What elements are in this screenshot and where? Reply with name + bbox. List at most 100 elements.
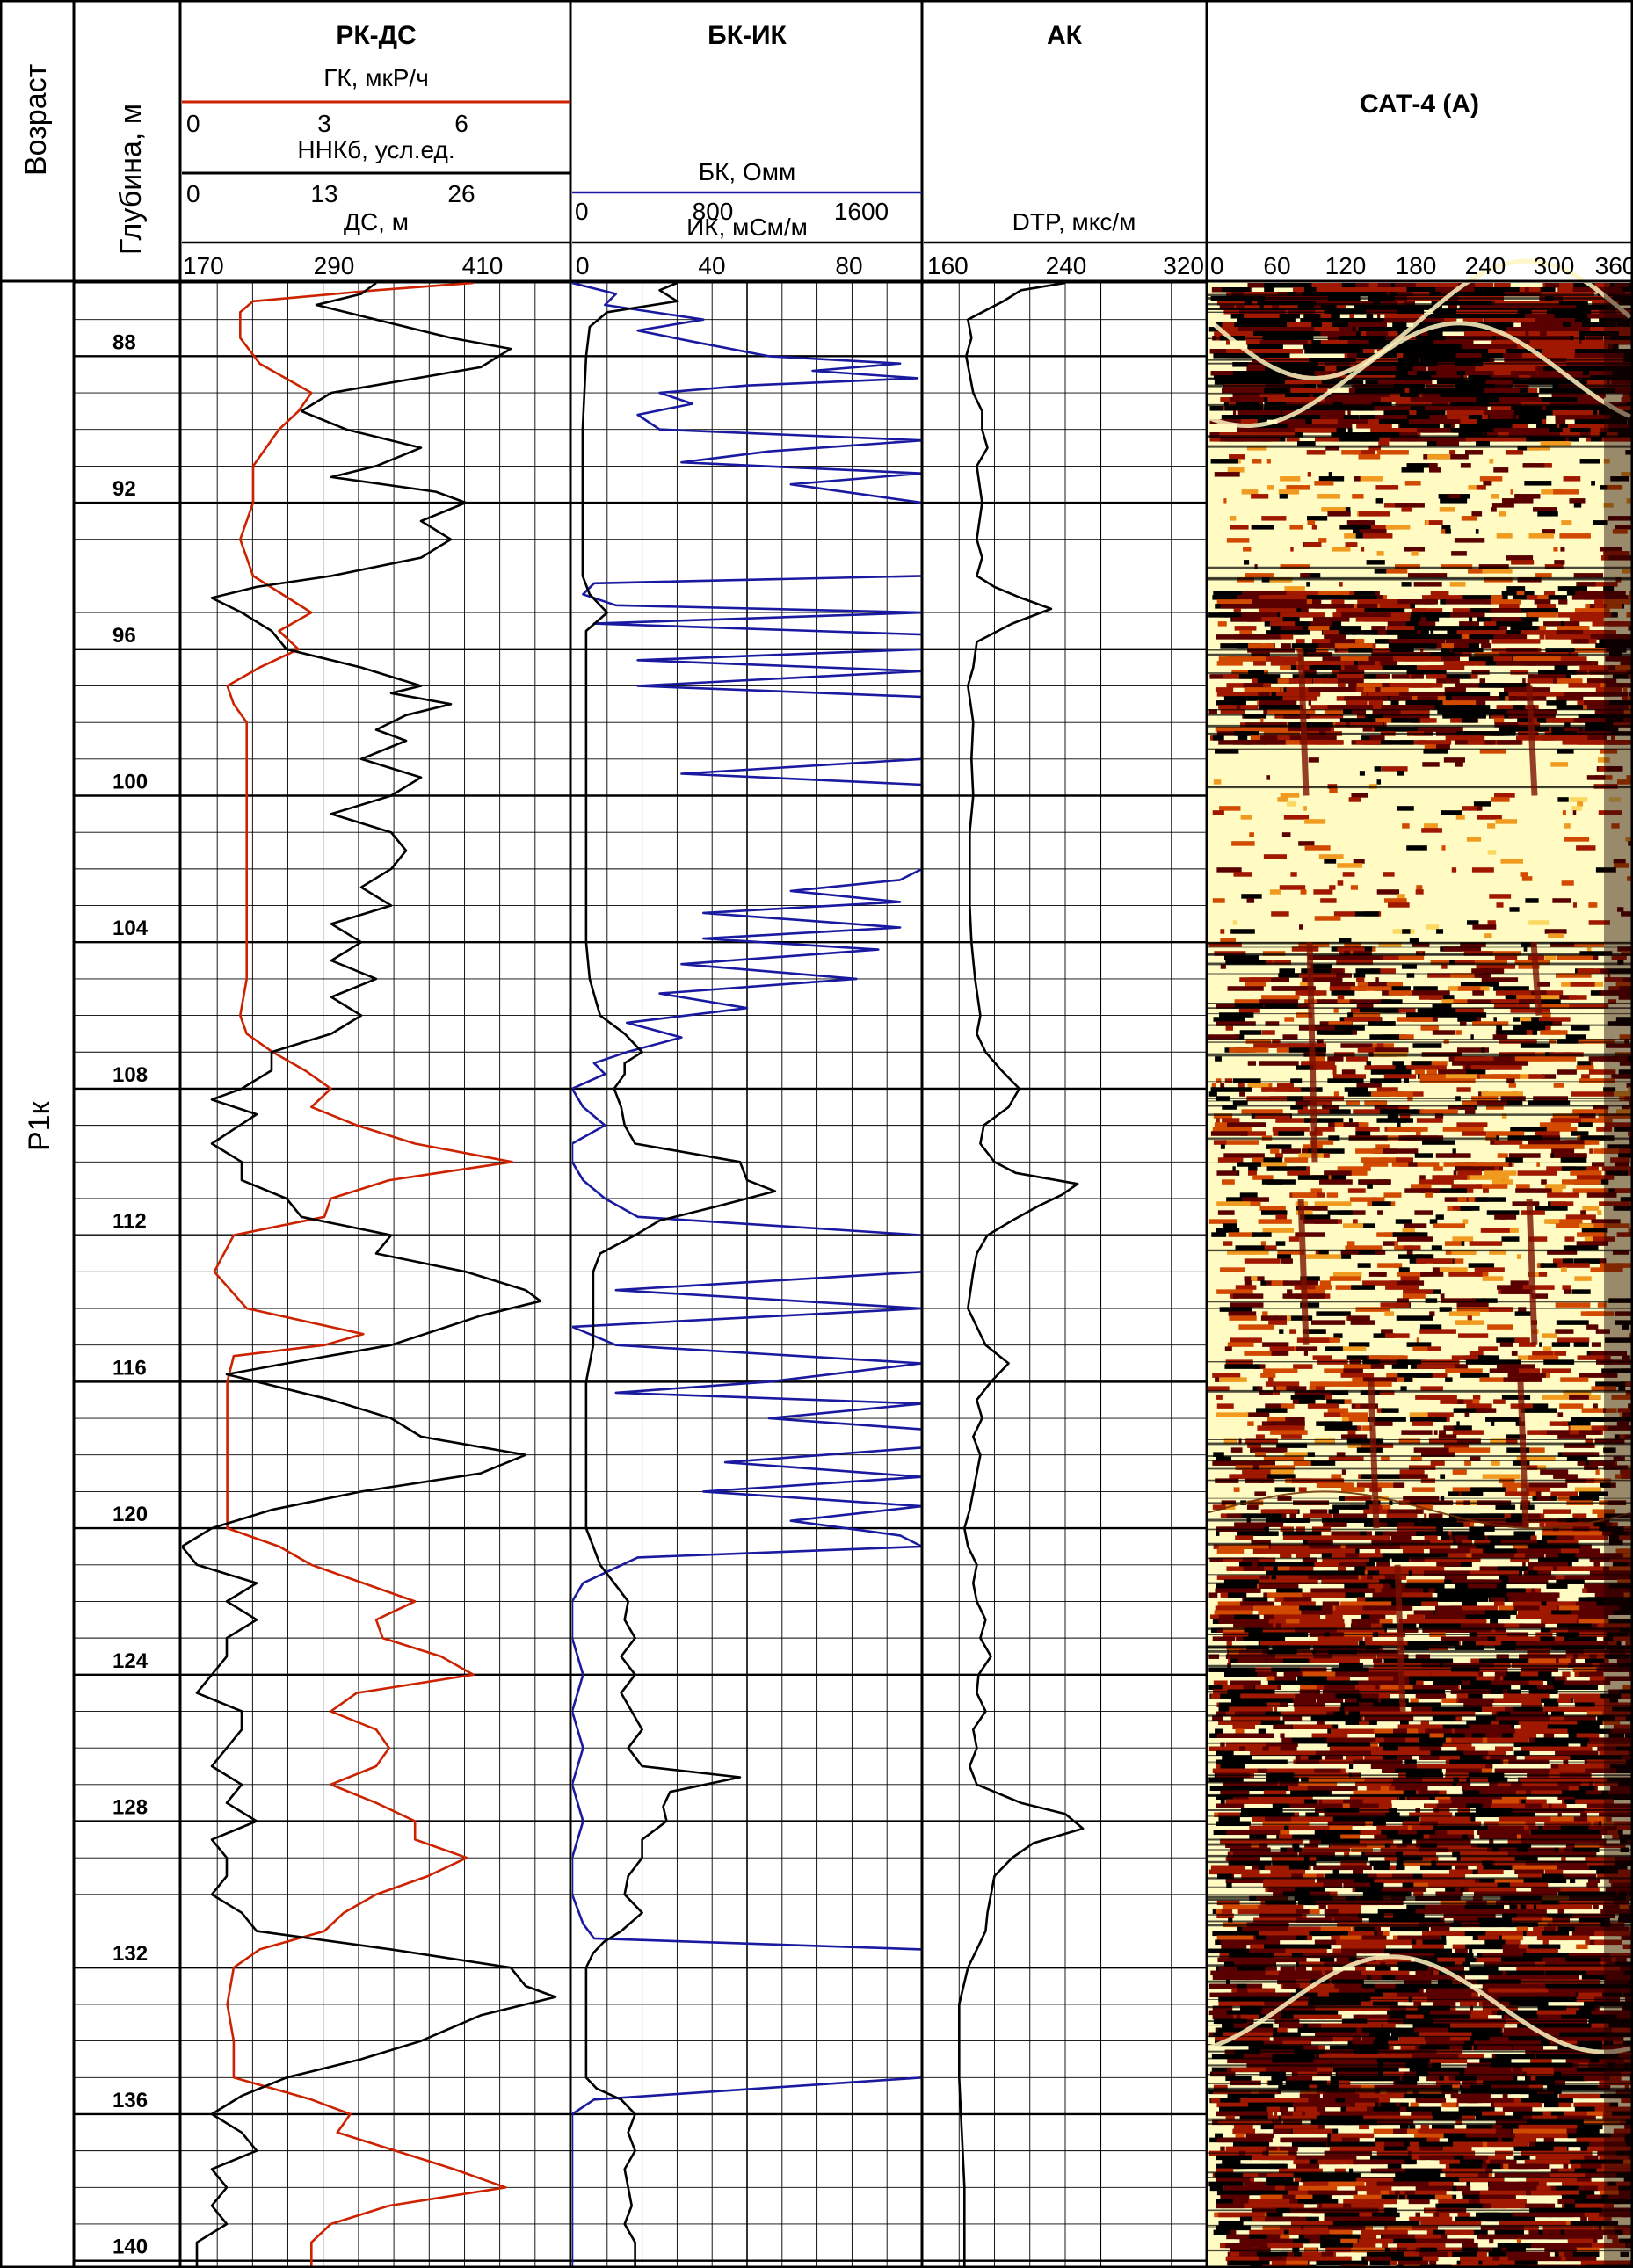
image-pixel-cluster <box>1520 1671 1539 1677</box>
image-pixel-cluster <box>1383 1531 1403 1536</box>
image-pixel-cluster <box>1216 1096 1230 1101</box>
image-pixel-cluster <box>1479 678 1486 684</box>
image-pixel-cluster <box>1337 995 1345 1000</box>
image-pixel-cluster <box>1622 1412 1633 1417</box>
image-pixel-cluster <box>1624 1039 1630 1044</box>
image-pixel-cluster <box>1500 1214 1506 1220</box>
image-pixel-cluster <box>1398 1254 1423 1259</box>
image-pixel-cluster <box>1218 1627 1270 1633</box>
image-pixel-cluster <box>1369 1614 1386 1619</box>
image-pixel-cluster <box>1352 327 1356 332</box>
image-pixel-cluster <box>1294 428 1337 433</box>
image-pixel-cluster <box>1628 1201 1633 1206</box>
image-pixel-cluster <box>1316 1623 1346 1628</box>
image-pixel-cluster <box>1469 617 1473 622</box>
image-pixel-cluster <box>1259 1162 1287 1167</box>
image-pixel-cluster <box>1622 1553 1633 1558</box>
image-pixel-cluster <box>1577 1061 1591 1066</box>
image-pixel-cluster <box>1547 1030 1561 1035</box>
image-pixel-cluster <box>1606 415 1633 420</box>
image-pixel-cluster <box>1581 1074 1590 1079</box>
image-pixel-cluster <box>1266 1676 1275 1681</box>
image-pixel-cluster <box>1296 1065 1317 1070</box>
image-pixel-cluster <box>1397 1298 1409 1303</box>
image-pixel-cluster <box>1503 1377 1542 1382</box>
image-pixel-cluster <box>1323 1153 1330 1158</box>
image-pixel-cluster <box>1493 986 1529 991</box>
image-pixel-cluster <box>1314 1201 1352 1206</box>
image-pixel-cluster <box>1273 1386 1300 1391</box>
image-pixel-cluster <box>1497 683 1527 688</box>
image-pixel-cluster <box>1308 1575 1359 1580</box>
image-pixel-cluster <box>1390 696 1413 701</box>
image-pixel-cluster <box>1321 1605 1333 1611</box>
image-pixel-cluster <box>1215 1605 1254 1611</box>
image-pixel-cluster <box>1348 797 1361 802</box>
image-pixel-cluster <box>1628 674 1633 679</box>
image-pixel-cluster <box>1456 1302 1489 1308</box>
image-pixel-cluster <box>1273 960 1291 965</box>
image-pixel-cluster <box>1333 911 1356 917</box>
image-pixel-cluster <box>1574 1702 1611 1707</box>
image-pixel-cluster <box>1356 604 1392 609</box>
image-pixel-cluster <box>1477 1184 1508 1189</box>
image-pixel-cluster <box>1359 1179 1391 1185</box>
image-pixel-cluster <box>1324 709 1346 714</box>
image-pixel-cluster <box>1508 1597 1558 1602</box>
image-pixel-cluster <box>1450 973 1485 978</box>
image-pixel-cluster <box>1245 1438 1279 1444</box>
image-pixel-cluster <box>1555 1329 1574 1334</box>
image-pixel-cluster <box>1473 709 1512 714</box>
image-pixel-cluster <box>1387 1113 1399 1119</box>
image-pixel-cluster <box>1585 1553 1633 1558</box>
image-pixel-cluster <box>1313 1065 1337 1070</box>
image-pixel-cluster <box>1213 779 1222 785</box>
image-pixel-cluster <box>1576 1175 1615 1180</box>
image-pixel-cluster <box>1216 1289 1253 1294</box>
image-pixel-cluster <box>1590 634 1627 640</box>
image-pixel-cluster <box>1344 1553 1359 1558</box>
image-pixel-cluster <box>1441 1698 1456 1703</box>
image-pixel-cluster <box>1351 793 1368 798</box>
image-pixel-cluster <box>1324 1170 1352 1176</box>
image-pixel-cluster <box>1346 287 1388 293</box>
image-pixel-cluster <box>1424 1614 1466 1619</box>
image-pixel-cluster <box>1346 1100 1360 1105</box>
image-pixel-cluster <box>1551 1342 1571 1347</box>
image-pixel-cluster <box>1412 1043 1442 1048</box>
image-pixel-cluster <box>1494 1140 1523 1145</box>
image-pixel-cluster <box>1356 1447 1383 1453</box>
image-pixel-cluster <box>1413 1531 1449 1536</box>
image-pixel-cluster <box>1280 665 1291 670</box>
image-pixel-cluster <box>1532 718 1574 723</box>
image-pixel-cluster <box>1615 1162 1629 1167</box>
image-pixel-cluster <box>1355 380 1364 385</box>
image-pixel-cluster <box>1265 1021 1280 1026</box>
image-pixel-cluster <box>1428 665 1465 670</box>
image-pixel-cluster <box>1336 305 1346 310</box>
image-pixel-cluster <box>1537 1685 1554 1690</box>
image-pixel-cluster <box>1260 718 1264 723</box>
image-pixel-cluster <box>1312 617 1350 622</box>
image-pixel-cluster <box>1529 595 1568 600</box>
image-pixel-cluster <box>1239 612 1291 618</box>
image-pixel-cluster <box>1261 995 1300 1000</box>
image-pixel-cluster <box>1401 1430 1433 1435</box>
image-pixel-cluster <box>1542 1012 1551 1018</box>
image-pixel-cluster <box>1375 1685 1379 1690</box>
image-pixel-cluster <box>1280 793 1300 798</box>
image-pixel-cluster <box>1494 955 1518 960</box>
image-pixel-cluster <box>1576 845 1596 851</box>
image-pixel-cluster <box>1302 1557 1317 1562</box>
image-pixel-cluster <box>1232 371 1281 376</box>
image-pixel-cluster <box>1394 397 1411 402</box>
image-pixel-cluster <box>1346 1381 1383 1387</box>
image-pixel-cluster <box>1528 533 1554 539</box>
image-pixel-cluster <box>1491 617 1522 622</box>
image-pixel-cluster <box>1625 837 1633 842</box>
image-pixel-cluster <box>1491 1460 1500 1466</box>
image-pixel-cluster <box>1223 1438 1238 1444</box>
image-pixel-cluster <box>1588 920 1610 925</box>
image-pixel-cluster <box>1591 582 1618 587</box>
image-pixel-cluster <box>1347 1012 1355 1018</box>
